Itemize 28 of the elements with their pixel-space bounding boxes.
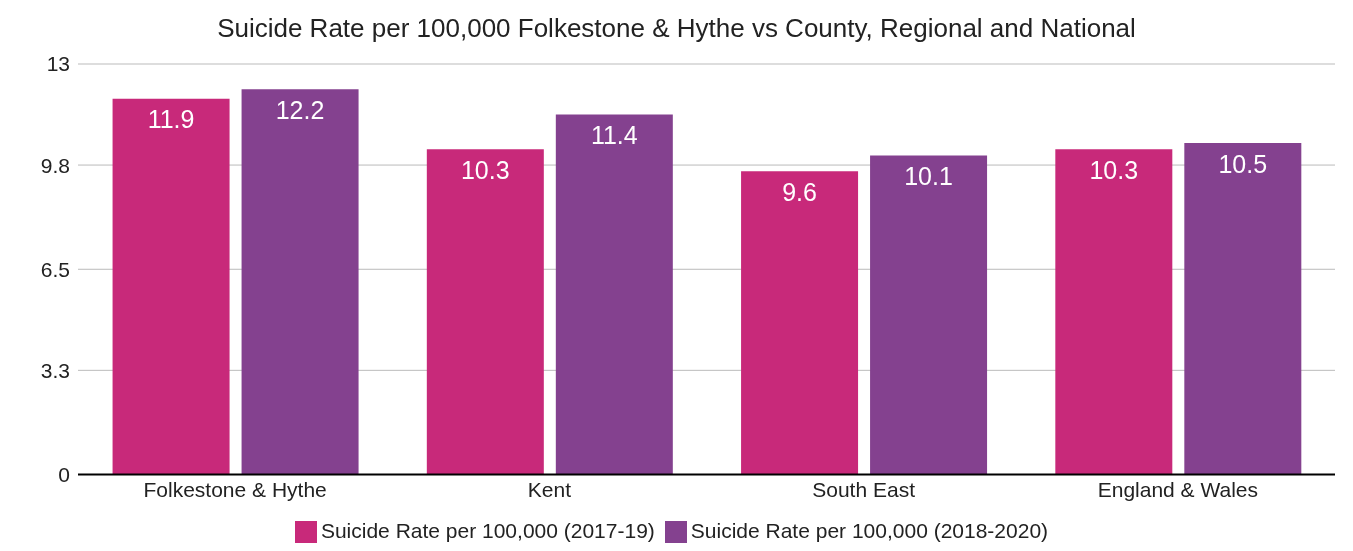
y-tick-label: 13 — [46, 52, 70, 76]
bar — [741, 171, 859, 475]
bar — [1055, 149, 1173, 475]
data-label: 11.9 — [147, 105, 195, 134]
legend-label: Suicide Rate per 100,000 (2018-2020) — [690, 518, 1049, 542]
data-label: 10.5 — [1218, 149, 1268, 178]
y-tick-label: 9.8 — [40, 153, 70, 177]
bar — [870, 155, 988, 475]
x-tick-label: South East — [812, 478, 916, 502]
x-tick-label: Folkestone & Hythe — [143, 478, 327, 502]
data-label: 12.2 — [275, 96, 325, 125]
legend-label: Suicide Rate per 100,000 (2017-19) — [320, 518, 655, 542]
y-tick-label: 0 — [58, 463, 70, 486]
y-tick-label: 6.5 — [40, 257, 70, 281]
y-tick-label: 3.3 — [40, 358, 70, 382]
data-label: 10.1 — [904, 162, 953, 191]
chart-title: Suicide Rate per 100,000 Folkestone & Hythe vs County, Regional and National — [216, 12, 1137, 45]
bar — [112, 98, 230, 475]
bar — [426, 149, 544, 475]
x-tick-label: Kent — [527, 478, 572, 502]
data-label: 9.6 — [782, 178, 817, 207]
bar — [241, 89, 359, 475]
bar — [1184, 142, 1302, 475]
data-label: 11.4 — [590, 121, 638, 150]
data-label: 10.3 — [1089, 156, 1139, 185]
data-label: 10.3 — [460, 156, 510, 185]
x-tick-label: England & Wales — [1097, 478, 1259, 502]
bar — [555, 114, 673, 475]
